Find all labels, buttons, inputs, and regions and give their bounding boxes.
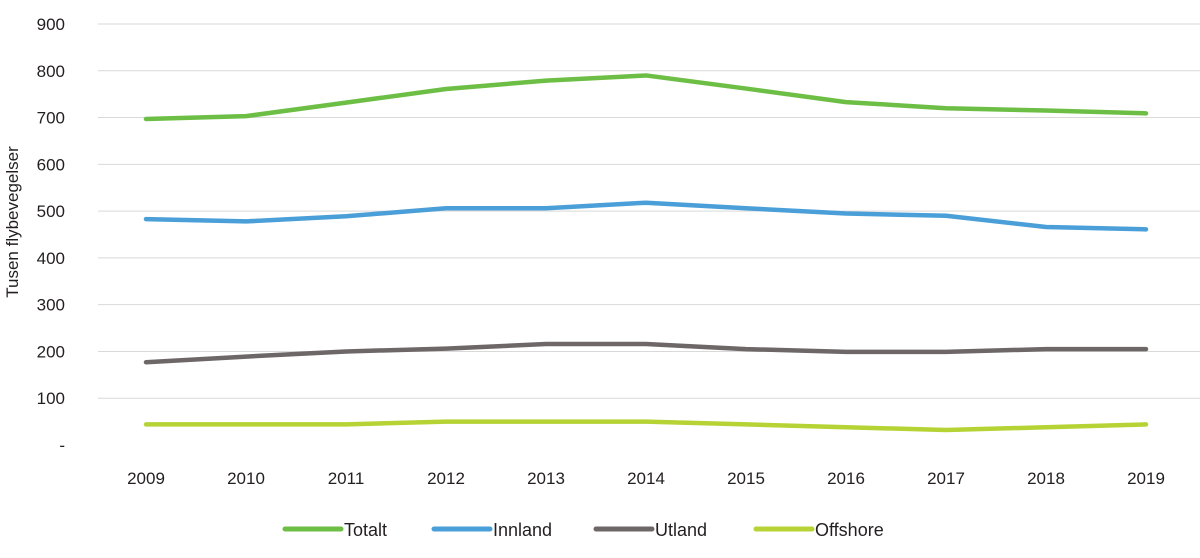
y-axis-ticks: - 100 200 300 400 500 600 700 800 900	[37, 15, 65, 455]
legend-label: Innland	[493, 520, 552, 540]
y-tick-label: 100	[37, 389, 65, 408]
x-tick-label: 2018	[1027, 469, 1065, 488]
x-tick-label: 2010	[227, 469, 265, 488]
x-tick-label: 2012	[427, 469, 465, 488]
y-axis-title: Tusen flybevegelser	[3, 146, 22, 298]
x-tick-label: 2013	[527, 469, 565, 488]
y-tick-label: 900	[37, 15, 65, 34]
x-tick-label: 2016	[827, 469, 865, 488]
series-lines	[143, 73, 1149, 433]
legend-item-innland: Innland	[431, 520, 552, 540]
legend-item-utland: Utland	[593, 520, 707, 540]
y-tick-label: 500	[37, 202, 65, 221]
gridlines	[98, 23, 1200, 399]
x-tick-label: 2009	[127, 469, 165, 488]
series-line-totalt	[143, 73, 1149, 122]
x-tick-label: 2017	[927, 469, 965, 488]
legend-item-totalt: Totalt	[282, 520, 387, 540]
x-axis-ticks: 2009 2010 2011 2012 2013 2014 2015 2016 2017 2018…	[127, 469, 1165, 488]
y-tick-label: 600	[37, 155, 65, 174]
series-line-innland	[143, 200, 1149, 232]
x-tick-label: 2015	[727, 469, 765, 488]
y-tick-label: 700	[37, 109, 65, 128]
legend-label: Utland	[655, 520, 707, 540]
series-line-offshore	[143, 419, 1149, 433]
legend: Totalt Innland Utland Offshore	[282, 520, 884, 540]
y-tick-label: -	[59, 436, 65, 455]
y-tick-label: 400	[37, 249, 65, 268]
series-line-utland	[143, 341, 1149, 365]
y-tick-label: 800	[37, 62, 65, 81]
x-tick-label: 2019	[1127, 469, 1165, 488]
x-tick-label: 2011	[328, 469, 365, 488]
legend-label: Totalt	[344, 520, 387, 540]
y-tick-label: 300	[37, 296, 65, 315]
legend-label: Offshore	[815, 520, 884, 540]
y-tick-label: 200	[37, 342, 65, 361]
legend-item-offshore: Offshore	[753, 520, 884, 540]
x-tick-label: 2014	[627, 469, 665, 488]
